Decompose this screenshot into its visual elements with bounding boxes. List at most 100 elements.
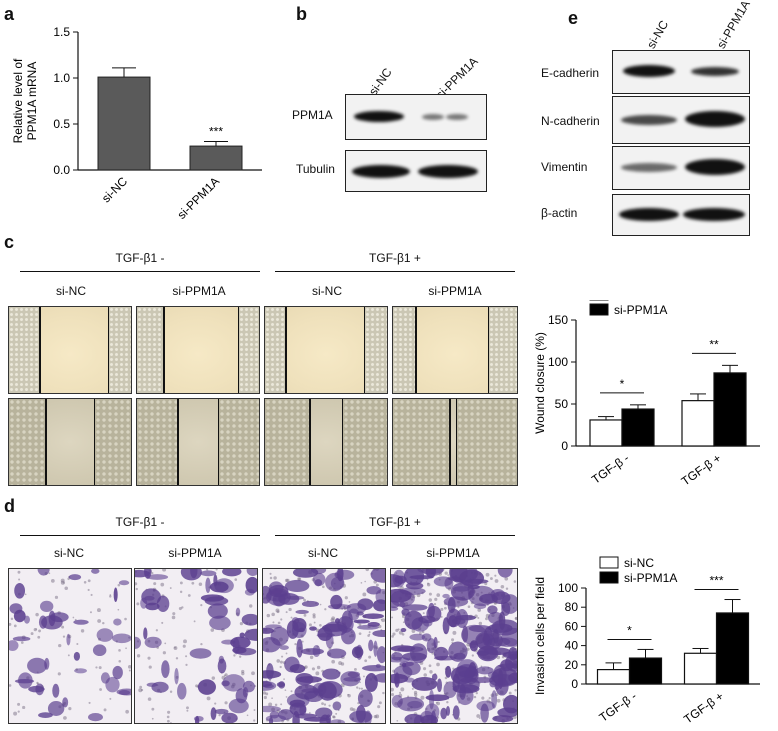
column-label-c-1: si-NC bbox=[56, 284, 86, 298]
x-tick-label: TGF-β - bbox=[589, 451, 632, 487]
legend-label: si-NC bbox=[614, 300, 644, 302]
bar-si-ppm1a bbox=[715, 612, 750, 685]
group-label-c-left: TGF-β1 - bbox=[115, 251, 165, 265]
bar-si-ppm1a bbox=[713, 372, 747, 447]
column-label-c-3: si-NC bbox=[312, 284, 342, 298]
column-label-d-1: si-NC bbox=[54, 546, 84, 560]
bar-si-ppm1a bbox=[621, 408, 655, 447]
wound-image-tgf-pos-si-ppm1a-later bbox=[392, 398, 518, 486]
bar-si-ppm1a bbox=[189, 145, 243, 171]
chart-d-invasion-cells: 0 20 40 60 80 100 * TGF-β - *** TGF-β + Invasion c… bbox=[533, 556, 760, 726]
wound-image-tgf-neg-si-ppm1a-later bbox=[136, 398, 260, 486]
invasion-stain-texture bbox=[135, 569, 257, 723]
y-tick-label: 0 bbox=[561, 439, 568, 453]
y-tick-label: 50 bbox=[555, 397, 569, 411]
x-tick-label: TGF-β - bbox=[597, 689, 640, 725]
y-tick-label: 20 bbox=[565, 658, 579, 672]
lane-label-e-2: si-PPM1A bbox=[714, 0, 753, 52]
y-axis-label: Relative level ofPPM1A mRNA bbox=[11, 58, 39, 143]
significance-mark: ** bbox=[709, 337, 719, 351]
y-tick-label: 1.5 bbox=[53, 25, 70, 39]
blot-beta-actin bbox=[612, 194, 750, 236]
y-tick-label: 0.0 bbox=[53, 163, 70, 177]
group-bracket-d-left bbox=[20, 535, 260, 536]
x-tick-label: si-NC bbox=[99, 174, 130, 205]
panel-letter-c: c bbox=[4, 232, 15, 252]
y-tick-label: 0 bbox=[571, 677, 578, 691]
invasion-image-tgf-neg-si-nc bbox=[8, 568, 132, 724]
column-label-c-4: si-PPM1A bbox=[428, 284, 482, 298]
wound-image-tgf-neg-si-nc-later bbox=[8, 398, 132, 486]
invasion-stain-texture bbox=[263, 569, 385, 723]
x-tick-label: TGF-β + bbox=[679, 451, 724, 488]
blot-label-vimentin: Vimentin bbox=[541, 160, 588, 174]
legend-label: si-PPM1A bbox=[614, 303, 667, 317]
wound-image-tgf-pos-si-nc-0h bbox=[264, 306, 388, 394]
legend-swatch-si-nc bbox=[599, 556, 619, 569]
invasion-image-tgf-pos-si-ppm1a bbox=[390, 568, 518, 724]
bar-si-nc bbox=[596, 669, 631, 685]
column-label-d-4: si-PPM1A bbox=[426, 546, 480, 560]
y-tick-label: 60 bbox=[565, 619, 579, 633]
significance-mark: *** bbox=[709, 574, 723, 588]
blot-vimentin bbox=[612, 146, 750, 190]
chart-c-wound-closure: 0 50 100 150 * TGF-β - ** TGF-β + Wound closure … bbox=[533, 300, 760, 488]
legend-label: si-PPM1A bbox=[624, 571, 677, 585]
y-axis-label: Wound closure (%) bbox=[533, 332, 547, 434]
panel-letter-d: d bbox=[4, 496, 15, 516]
x-tick-label: TGF-β + bbox=[681, 689, 726, 726]
bar-si-nc bbox=[97, 76, 151, 171]
blot-e-cadherin bbox=[612, 50, 750, 94]
wound-image-tgf-pos-si-ppm1a-0h bbox=[392, 306, 518, 394]
blot-label-ppm1a: PPM1A bbox=[292, 108, 333, 122]
legend-swatch-si-ppm1a bbox=[599, 571, 619, 584]
column-label-d-3: si-NC bbox=[308, 546, 338, 560]
significance-mark: * bbox=[620, 377, 625, 391]
group-label-d-left: TGF-β1 - bbox=[115, 515, 165, 529]
lane-label-e-1: si-NC bbox=[644, 18, 672, 51]
blot-label-e-cadherin: E-cadherin bbox=[541, 66, 600, 80]
blot-tubulin bbox=[345, 150, 487, 192]
bar-si-nc bbox=[589, 419, 623, 447]
invasion-stain-texture bbox=[9, 569, 131, 722]
y-axis-label-line: Relative level of bbox=[11, 58, 25, 143]
group-bracket-c-right bbox=[275, 271, 515, 272]
blot-label-n-cadherin: N-cadherin bbox=[541, 114, 600, 128]
y-tick-label: 1.0 bbox=[53, 71, 70, 85]
group-label-d-right: TGF-β1 + bbox=[369, 515, 421, 529]
column-label-d-2: si-PPM1A bbox=[168, 546, 222, 560]
group-bracket-d-right bbox=[275, 535, 515, 536]
y-tick-label: 80 bbox=[565, 600, 579, 614]
significance-mark: * bbox=[627, 623, 632, 637]
invasion-image-tgf-neg-si-ppm1a bbox=[134, 568, 258, 724]
column-label-c-2: si-PPM1A bbox=[172, 284, 226, 298]
wound-image-tgf-neg-si-nc-0h bbox=[8, 306, 132, 394]
y-tick-label: 40 bbox=[565, 639, 579, 653]
bar-si-ppm1a bbox=[628, 657, 663, 685]
wound-image-tgf-neg-si-ppm1a-0h bbox=[136, 306, 260, 394]
y-tick-label: 150 bbox=[548, 313, 568, 327]
group-bracket-c-left bbox=[20, 271, 260, 272]
panel-letter-b: b bbox=[296, 4, 307, 24]
invasion-stain-texture bbox=[391, 569, 517, 723]
blot-label-beta-actin: β-actin bbox=[541, 206, 578, 220]
panel-letter-a: a bbox=[4, 4, 15, 24]
wound-image-tgf-pos-si-nc-later bbox=[264, 398, 388, 486]
bar-si-nc bbox=[681, 400, 715, 447]
legend-swatch-si-ppm1a bbox=[589, 303, 609, 316]
y-tick-label: 100 bbox=[548, 355, 568, 369]
y-tick-label: 100 bbox=[558, 581, 578, 595]
x-tick-label: si-PPM1A bbox=[175, 174, 223, 222]
blot-n-cadherin bbox=[612, 96, 750, 144]
blot-ppm1a bbox=[345, 94, 487, 140]
significance-mark: *** bbox=[209, 124, 223, 138]
panel-letter-e: e bbox=[568, 8, 579, 28]
legend-label: si-NC bbox=[624, 556, 654, 570]
y-axis-label: Invasion cells per field bbox=[533, 577, 547, 695]
y-tick-label: 0.5 bbox=[53, 117, 70, 131]
y-axis-label-line: PPM1A mRNA bbox=[25, 62, 39, 141]
blot-label-tubulin: Tubulin bbox=[296, 162, 335, 176]
bar-si-nc bbox=[683, 652, 718, 685]
chart-a-mrna-level: 0.0 0.5 1.0 1.5 si-NC *** si-PPM1A Relative lev… bbox=[11, 25, 262, 222]
invasion-image-tgf-pos-si-nc bbox=[262, 568, 386, 724]
